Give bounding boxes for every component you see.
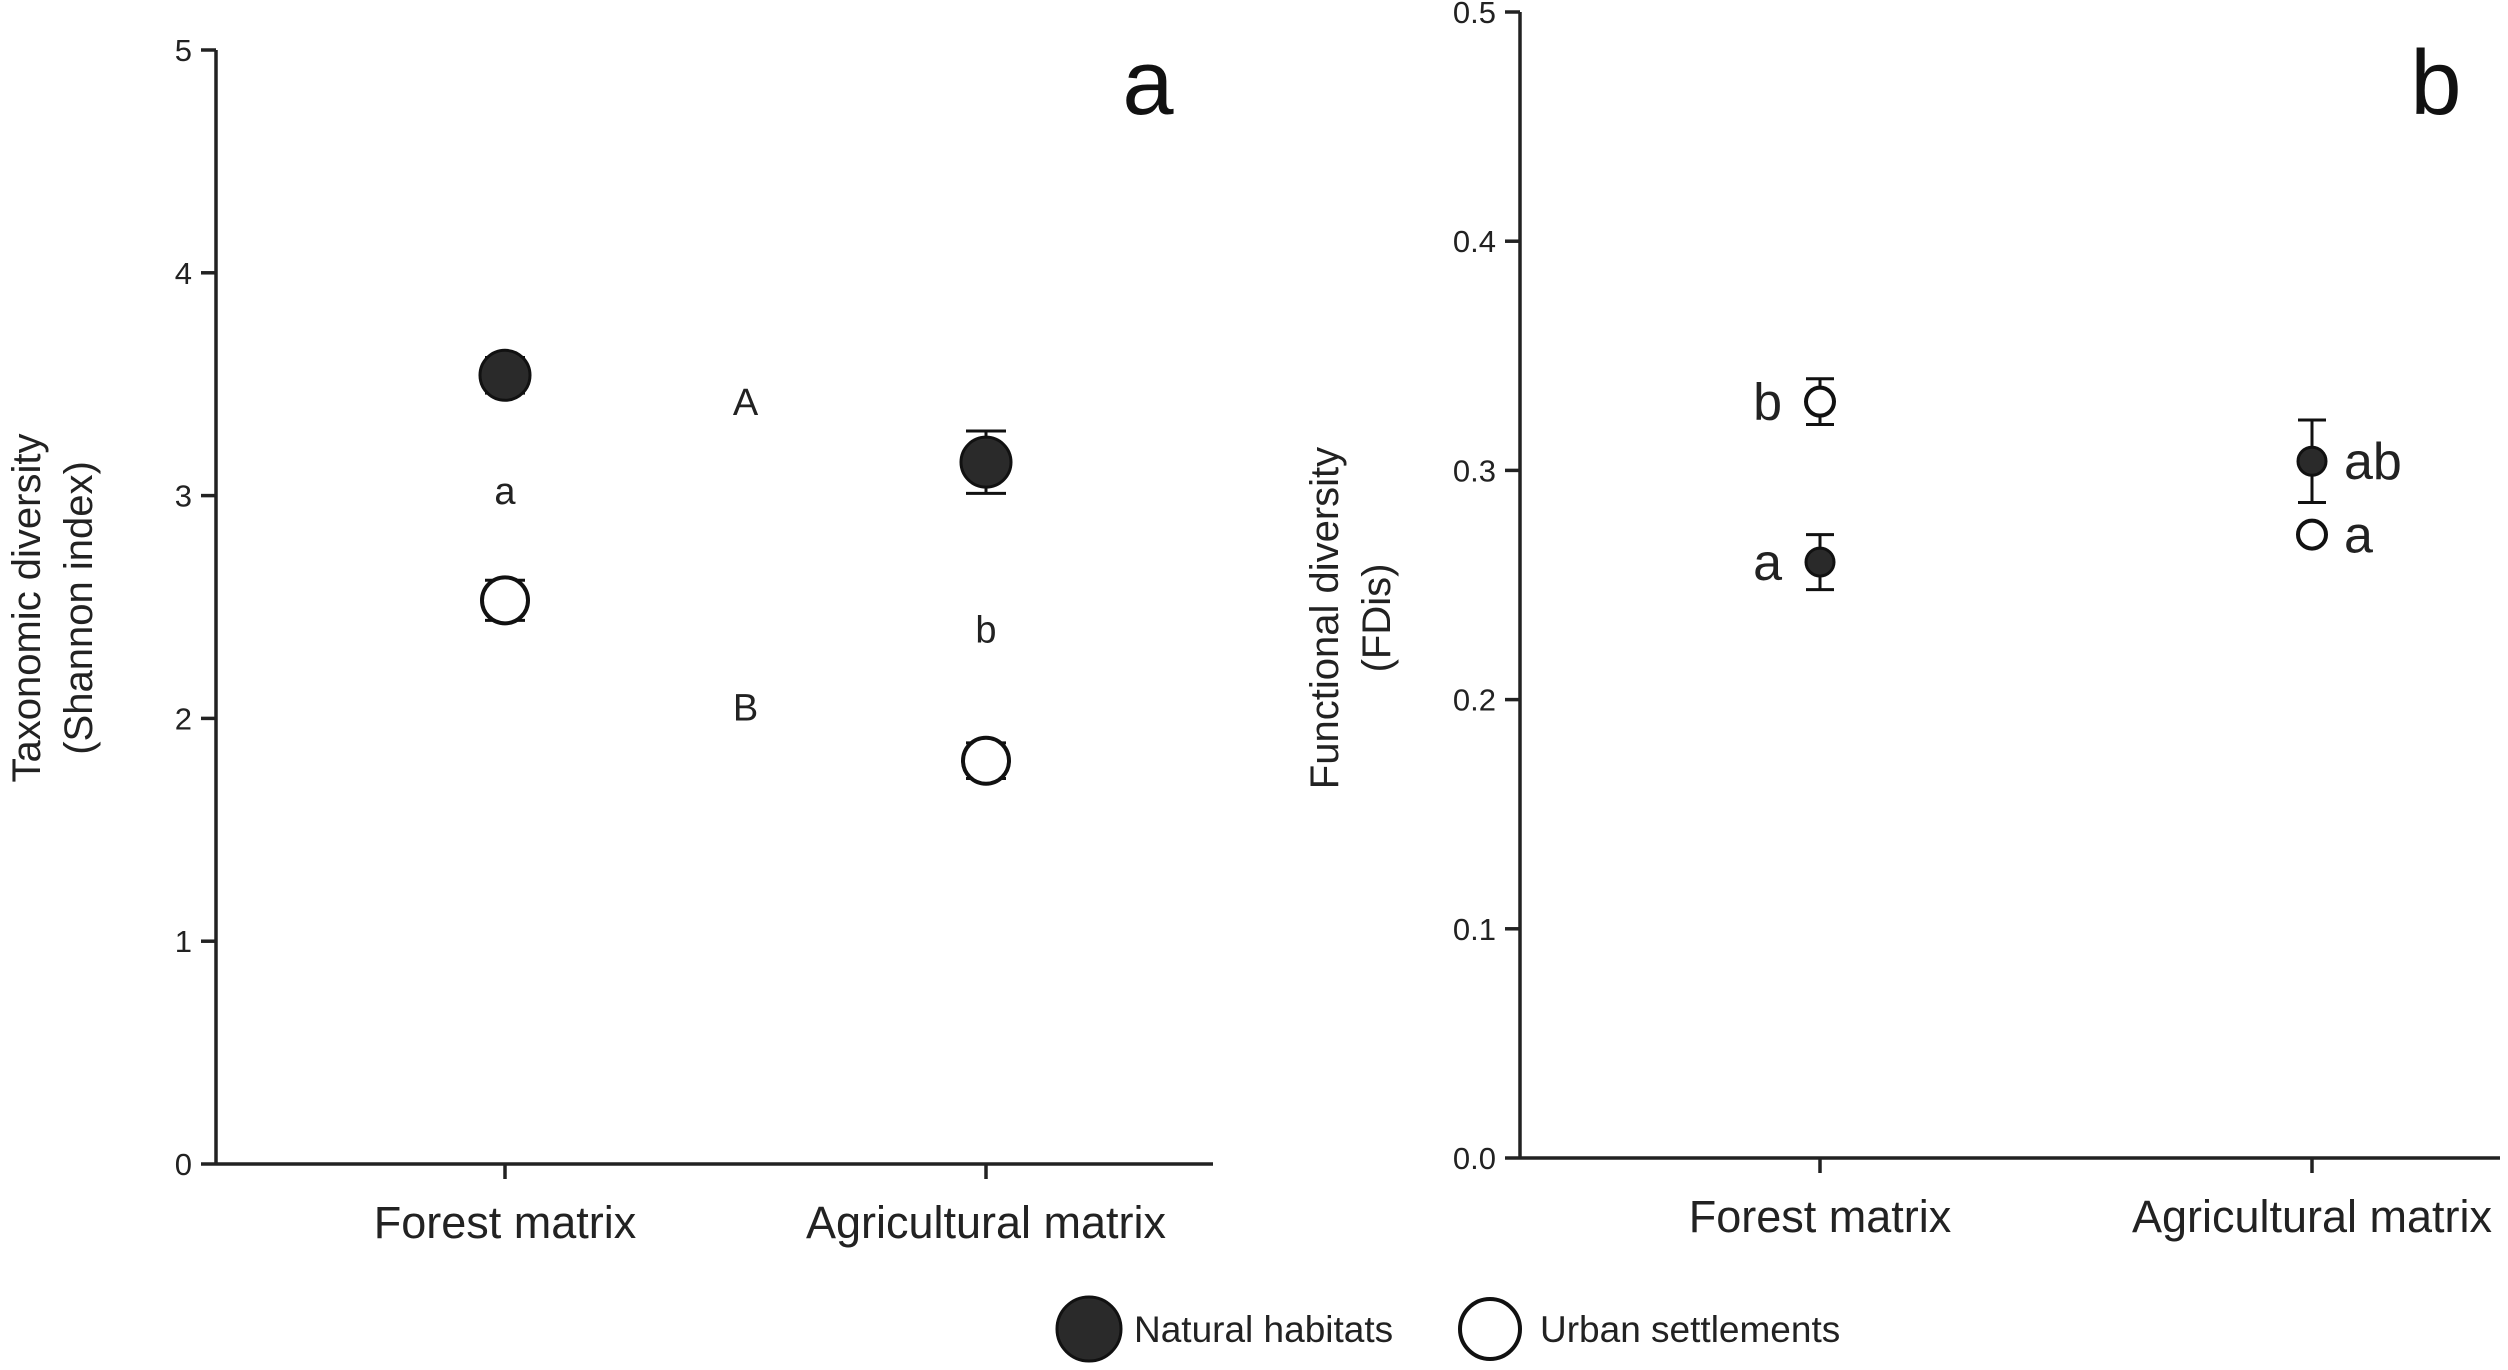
panel-b-ytick-label: 0.5 (1453, 0, 1496, 30)
panel-a-letter: a (1122, 32, 1174, 134)
panel-a-natural-point (478, 348, 532, 402)
panel-b-urban-point (2296, 518, 2328, 551)
panel-a-significance-label: b (975, 609, 996, 651)
panel-a-category-label: Agricultural matrix (806, 1197, 1167, 1248)
panel-a-ytick-label: 5 (175, 33, 192, 68)
panel-a-urban-point (480, 575, 530, 626)
panel-b-ytick-label: 0.3 (1453, 453, 1496, 488)
panel-b-chart: 0.0 0.1 0.2 0.3 0.4 0.5 Forest matrix Agricultu… (1303, 0, 2500, 1242)
panel-a-ytick-label: 2 (175, 701, 192, 736)
panel-b-ytick-label: 0.4 (1453, 224, 1496, 259)
panel-b-y-axis-title: Functional diversity (FDis) (1303, 447, 1399, 789)
panel-a-chart: 0 1 2 3 4 5 Forest matrix Agricultural matrix a… (5, 32, 1213, 1248)
panel-a-ytick-label: 4 (175, 256, 192, 291)
panel-b-urban-point (1804, 385, 1836, 418)
panel-a-y-axis-title: Taxonomic diversity (Shannon index) (5, 433, 101, 782)
panel-b-significance-label: b (1753, 374, 1782, 432)
panel-b-ytick-label: 0.0 (1453, 1141, 1496, 1176)
panel-a-natural-point (959, 435, 1013, 489)
legend-natural-marker (1055, 1295, 1123, 1363)
legend-natural-label: Natural habitats (1134, 1309, 1393, 1350)
panel-b-category-label: Agricultural matrix (2132, 1191, 2493, 1242)
panel-b-significance-label: ab (2344, 433, 2402, 491)
panel-b-letter: b (2410, 32, 2461, 134)
panel-a-significance-label: B (733, 687, 758, 729)
panel-a-ytick-label: 3 (175, 479, 192, 514)
panel-a-ylabel-line1: Taxonomic diversity (5, 433, 49, 782)
panel-a-urban-point (961, 735, 1011, 786)
panel-a-category-label: Forest matrix (374, 1197, 637, 1248)
panel-a-ylabel-line2: (Shannon index) (57, 461, 101, 755)
panel-b-ylabel-line1: Functional diversity (1303, 447, 1347, 789)
panel-b-natural-point (2296, 445, 2328, 477)
panel-a-significance-label: A (733, 382, 759, 424)
panel-b-ylabel-line2: (FDis) (1355, 564, 1399, 673)
panel-b-significance-label: a (1753, 534, 1782, 592)
panel-b-natural-point (1804, 546, 1836, 578)
panel-b-ytick-label: 0.2 (1453, 683, 1496, 718)
legend-urban-marker (1458, 1297, 1522, 1361)
legend: Natural habitats Urban settlements (1055, 1295, 1840, 1363)
panel-b-significance-label: a (2344, 507, 2373, 565)
legend-urban-label: Urban settlements (1540, 1309, 1840, 1350)
panel-a-ytick-label: 1 (175, 924, 192, 959)
panel-b-ytick-label: 0.1 (1453, 912, 1496, 947)
panel-a-significance-label: a (494, 471, 516, 513)
panel-a-ytick-label: 0 (175, 1147, 192, 1182)
panel-b-category-label: Forest matrix (1689, 1191, 1952, 1242)
